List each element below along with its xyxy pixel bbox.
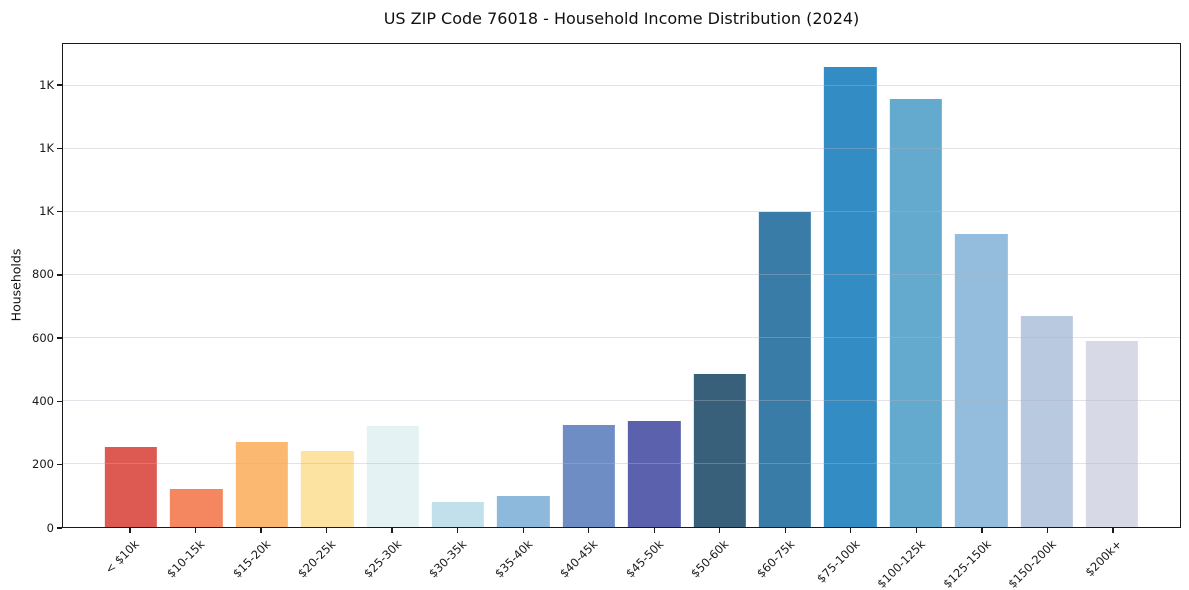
x-tick-mark bbox=[784, 528, 786, 533]
plot-area bbox=[62, 43, 1181, 528]
bar-$35-40k bbox=[497, 495, 550, 527]
x-tick-label-$150-200k: $150-200k bbox=[1005, 537, 1060, 590]
x-tick-label-< $10k: < $10k bbox=[102, 537, 143, 577]
y-tick-mark bbox=[57, 210, 62, 213]
bar-$10-15k bbox=[170, 489, 223, 527]
x-tick-mark bbox=[850, 528, 852, 533]
bar-$40-45k bbox=[562, 424, 615, 527]
bar-$30-35k bbox=[431, 501, 485, 527]
gridline-600 bbox=[63, 336, 1180, 338]
x-tick-mark bbox=[129, 528, 131, 533]
y-tick-mark bbox=[57, 464, 62, 466]
x-tick-label-$30-35k: $30-35k bbox=[426, 537, 470, 581]
y-tick-mark bbox=[57, 527, 62, 529]
y-tick-mark bbox=[57, 400, 62, 403]
chart-title: US ZIP Code 76018 - Household Income Dis… bbox=[383, 9, 860, 28]
y-tick-label: 1K bbox=[39, 140, 54, 155]
x-tick-mark bbox=[194, 528, 197, 533]
x-tick-label-$50-60k: $50-60k bbox=[688, 537, 732, 581]
y-axis-label: Households bbox=[8, 248, 24, 322]
x-tick-label-$10-15k: $10-15k bbox=[164, 537, 208, 581]
gridline-1400 bbox=[63, 84, 1180, 86]
gridline-200 bbox=[63, 463, 1180, 464]
y-tick-label: 200 bbox=[32, 457, 54, 472]
x-tick-mark bbox=[653, 528, 655, 533]
x-tick-label-$200k+: $200k+ bbox=[1082, 537, 1125, 580]
bar-$75-100k bbox=[824, 67, 877, 527]
y-tick-mark bbox=[57, 274, 62, 276]
x-tick-label-$60-75k: $60-75k bbox=[753, 537, 798, 581]
x-tick-label-$35-40k: $35-40k bbox=[491, 537, 536, 581]
y-tick-label: 600 bbox=[32, 330, 54, 345]
y-tick-label: 0 bbox=[46, 520, 54, 535]
bar-$100-125k bbox=[889, 98, 942, 527]
bar-$25-30k bbox=[366, 426, 419, 527]
y-tick-label: 400 bbox=[32, 393, 54, 408]
x-tick-mark bbox=[391, 528, 393, 533]
x-tick-mark bbox=[981, 528, 983, 533]
gridline-1200 bbox=[63, 147, 1180, 149]
x-tick-label-$20-25k: $20-25k bbox=[295, 537, 339, 581]
x-tick-mark bbox=[915, 528, 917, 533]
x-tick-mark bbox=[260, 528, 262, 533]
gridline-1000 bbox=[63, 210, 1180, 212]
x-tick-label-$15-20k: $15-20k bbox=[229, 537, 274, 581]
x-tick-label-$25-30k: $25-30k bbox=[360, 537, 405, 581]
x-tick-mark bbox=[325, 528, 328, 533]
x-tick-mark bbox=[719, 528, 721, 533]
bar-$20-25k bbox=[301, 451, 354, 527]
bar-$200k+ bbox=[1085, 341, 1139, 527]
x-tick-label-$45-50k: $45-50k bbox=[622, 537, 667, 581]
y-tick-label: 800 bbox=[32, 267, 54, 282]
y-tick-label: 1K bbox=[39, 204, 54, 219]
x-tick-mark bbox=[1112, 528, 1114, 533]
gridline-800 bbox=[63, 273, 1180, 275]
y-tick-mark bbox=[57, 337, 62, 339]
x-tick-label-$75-100k: $75-100k bbox=[814, 537, 863, 586]
x-tick-label-$125-150k: $125-150k bbox=[939, 537, 994, 590]
y-tick-mark bbox=[57, 84, 62, 86]
y-tick-label: 1K bbox=[39, 77, 54, 92]
gridline-400 bbox=[63, 399, 1180, 401]
x-tick-label-$100-125k: $100-125k bbox=[874, 537, 929, 590]
bar-$15-20k bbox=[235, 441, 288, 527]
x-tick-mark bbox=[588, 528, 590, 533]
bar-$125-150k bbox=[955, 234, 1008, 527]
x-tick-label-$40-45k: $40-45k bbox=[557, 537, 601, 581]
x-tick-mark bbox=[457, 528, 459, 533]
x-tick-mark bbox=[522, 528, 524, 533]
bar-$45-50k bbox=[628, 421, 681, 527]
bar-$60-75k bbox=[758, 211, 812, 527]
bar-< $10k bbox=[104, 446, 158, 527]
y-tick-mark bbox=[57, 147, 62, 150]
x-tick-mark bbox=[1046, 528, 1049, 533]
bar-$150-200k bbox=[1020, 315, 1073, 527]
bar-$50-60k bbox=[693, 374, 746, 527]
